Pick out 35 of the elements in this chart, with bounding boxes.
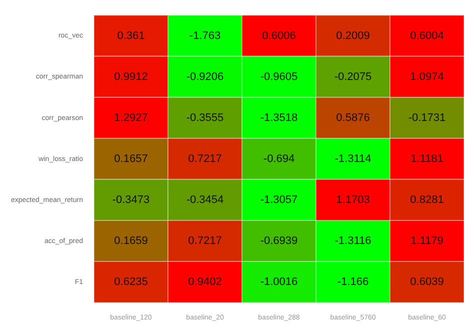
data-label: -0.3555: [186, 112, 224, 124]
data-label: 0.9912: [114, 70, 148, 83]
data-label: 0.361: [117, 30, 145, 42]
data-label: 0.7217: [188, 152, 222, 165]
data-label: 0.6039: [410, 276, 444, 288]
data-label: 0.6006: [262, 30, 296, 42]
data-label: 1.2927: [114, 112, 148, 124]
data-label: -1.3057: [260, 194, 298, 206]
data-label: -1.3114: [334, 152, 372, 165]
data-label: 0.7217: [188, 235, 222, 248]
data-label: -0.9605: [260, 70, 298, 83]
data-label: 0.1659: [114, 235, 148, 248]
data-label: 1.1703: [336, 194, 370, 206]
data-label: 1.0974: [410, 70, 444, 83]
data-label: 0.2009: [336, 30, 370, 42]
data-label: 1.1179: [410, 235, 444, 248]
data-label: -0.3454: [186, 194, 224, 206]
data-label: 0.6235: [114, 276, 148, 288]
data-label: -1.3116: [334, 235, 372, 248]
data-label: -0.694: [263, 152, 295, 165]
data-label: -1.0016: [260, 276, 298, 288]
data-label: -1.166: [337, 276, 369, 288]
data-label: 0.9402: [188, 276, 222, 288]
data-label: 0.1657: [114, 152, 148, 165]
data-label: 0.8281: [410, 194, 444, 206]
data-label: -0.1731: [408, 112, 446, 124]
data-label: -0.9206: [186, 70, 224, 83]
data-label: 0.6004: [410, 30, 444, 42]
data-label: -0.3473: [112, 194, 150, 206]
data-label: -1.763: [189, 30, 221, 42]
data-label: -1.3518: [260, 112, 298, 124]
data-label: 1.1181: [410, 152, 444, 165]
data-label: 0.5876: [336, 112, 370, 124]
data-label: -0.6939: [260, 235, 298, 248]
data-label: -0.2075: [334, 70, 372, 83]
